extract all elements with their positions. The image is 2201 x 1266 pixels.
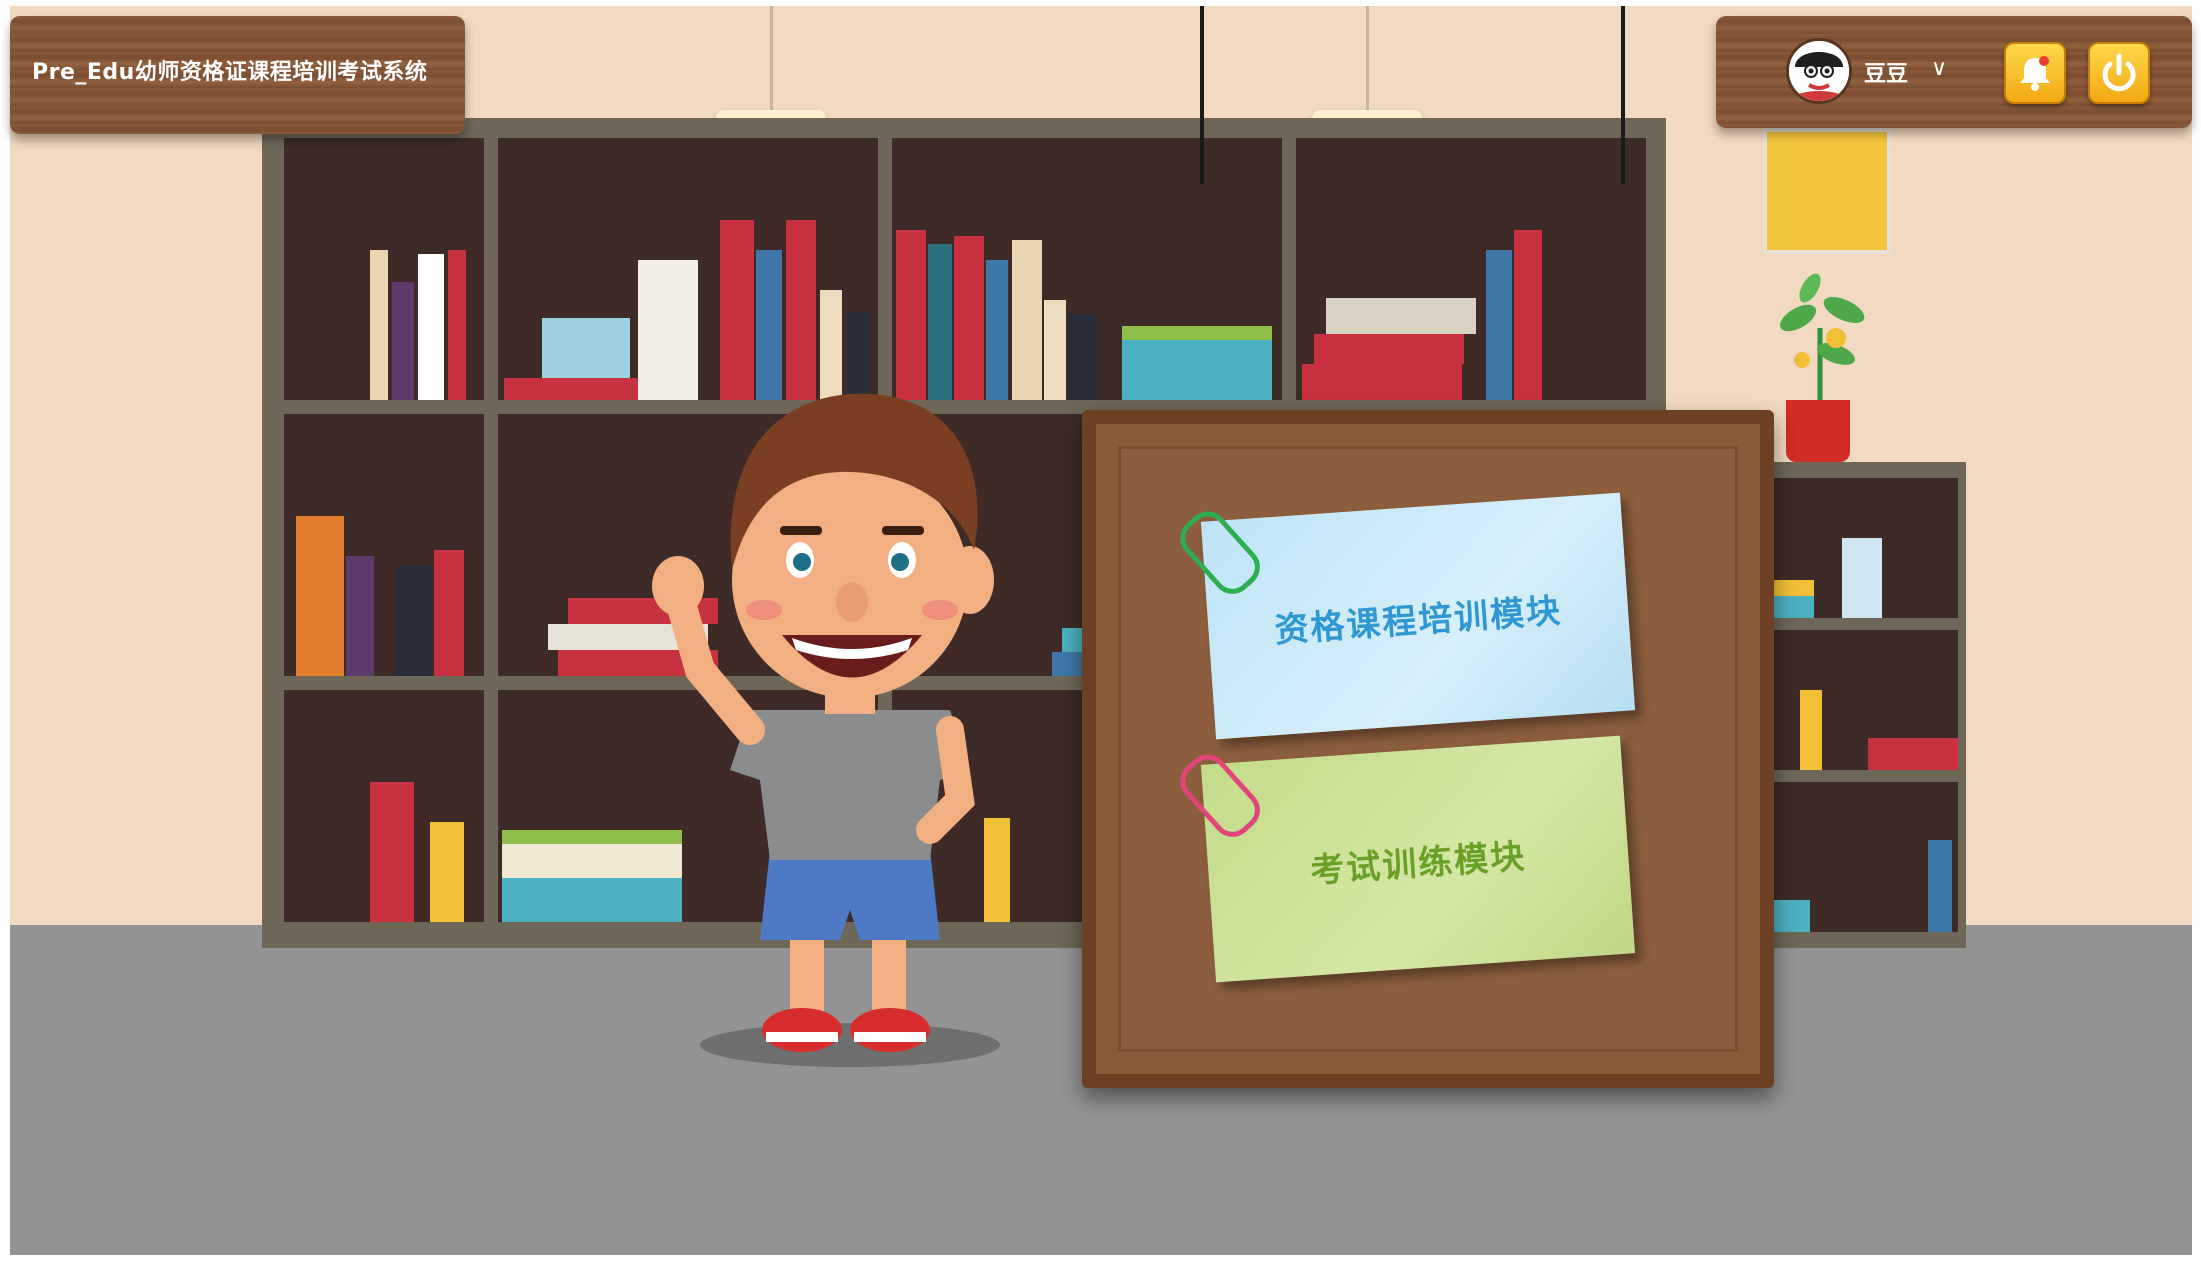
shelf-cell [1748, 630, 1958, 770]
shelf-cell [1296, 138, 1646, 400]
lamp-cord-right [1366, 6, 1369, 116]
shelf-cell [892, 138, 1282, 400]
bell-icon [2020, 56, 2050, 91]
plant-icon [1779, 273, 1865, 408]
power-icon [2102, 53, 2136, 92]
shelf-cell [498, 138, 878, 400]
user-toolbar: 豆豆 ∨ [1716, 16, 2192, 128]
app-title: Pre_Edu幼师资格证课程培训考试系统 [32, 60, 428, 85]
avatar[interactable] [1786, 38, 1852, 104]
exam-training-module-card[interactable]: 考试训练模块 [1172, 735, 1636, 983]
wall-poster [1763, 128, 1891, 254]
course-training-module-label: 资格课程培训模块 [1273, 590, 1564, 651]
shelf-cell [1748, 782, 1958, 932]
hanging-wire [1200, 6, 1204, 184]
shelf-cell [284, 138, 484, 400]
shelf-cell [1748, 478, 1958, 618]
cartoon-avatar-icon [1789, 41, 1849, 101]
app-title-sign: Pre_Edu幼师资格证课程培训考试系统 [10, 16, 465, 134]
cartoon-boy-illustration [652, 393, 1000, 1067]
flower-pot [1786, 400, 1850, 462]
lamp-cord-left [770, 6, 773, 116]
hanging-wire [1621, 6, 1625, 184]
chevron-down-icon[interactable]: ∨ [1931, 56, 1948, 81]
shelf-cell [284, 690, 484, 922]
username-label[interactable]: 豆豆 [1864, 62, 1909, 87]
notification-button[interactable] [2004, 42, 2066, 104]
shelf-cell [284, 414, 484, 676]
course-training-module-card[interactable]: 资格课程培训模块 [1172, 492, 1636, 740]
exam-training-module-label: 考试训练模块 [1309, 836, 1528, 892]
side-bookshelf [1740, 462, 1966, 948]
logout-button[interactable] [2088, 42, 2150, 104]
